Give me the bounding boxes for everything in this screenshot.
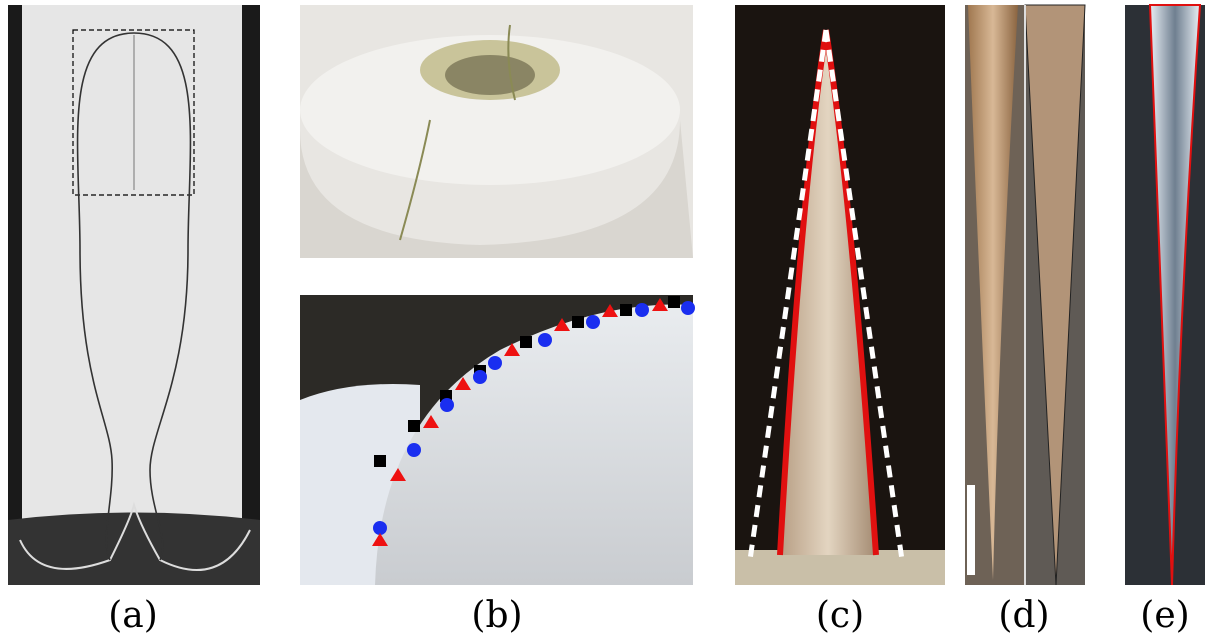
panel-label: (d) xyxy=(998,595,1049,636)
panel-d xyxy=(965,5,1085,585)
figure: (a) (b) (c) (d) (e) xyxy=(0,0,1211,641)
panel-b-top xyxy=(300,5,693,258)
panel-a xyxy=(8,5,260,585)
panel-label: (c) xyxy=(816,595,864,636)
panel-label: (b) xyxy=(471,595,522,636)
panel-label: (a) xyxy=(108,595,158,636)
panel-c xyxy=(735,5,945,585)
panel-b-bottom xyxy=(300,295,695,585)
panel-label: (e) xyxy=(1140,595,1189,636)
panel-e xyxy=(1125,5,1205,585)
